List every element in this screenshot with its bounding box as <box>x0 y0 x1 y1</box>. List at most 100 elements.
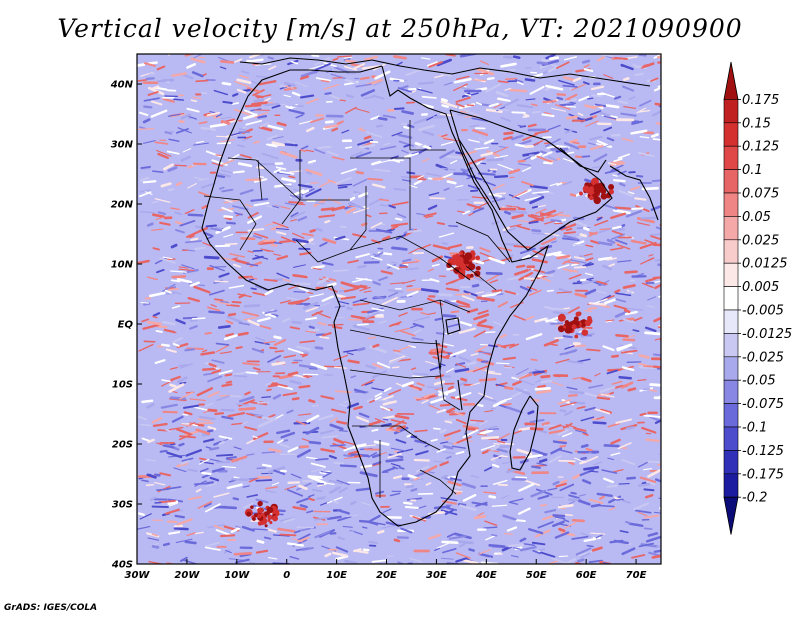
field-streak <box>346 306 353 311</box>
field-streak <box>616 244 631 250</box>
field-streak <box>365 364 377 370</box>
field-streak <box>276 429 291 435</box>
field-streak <box>459 54 478 58</box>
colorbar-bin <box>723 450 739 475</box>
field-streak <box>550 322 564 325</box>
field-streak <box>285 139 296 145</box>
field-streak <box>381 395 394 401</box>
colorbar-label: -0.0125 <box>742 327 792 342</box>
field-streak <box>403 144 411 148</box>
field-streak <box>334 235 346 241</box>
field-streak <box>508 168 521 175</box>
field-streak <box>628 96 636 101</box>
field-streak <box>231 455 248 463</box>
field-streak <box>563 518 570 523</box>
field-streak <box>165 508 181 515</box>
field-streak <box>208 362 217 368</box>
field-streak <box>485 271 503 276</box>
field-streak <box>183 411 193 416</box>
field-streak <box>603 477 615 484</box>
field-streak <box>499 257 513 263</box>
field-streak <box>284 485 297 490</box>
field-streak <box>189 319 198 322</box>
field-streak <box>562 158 574 163</box>
field-streak <box>238 407 256 411</box>
field-streak <box>568 273 582 280</box>
field-streak <box>422 158 430 162</box>
field-streak <box>623 105 637 110</box>
field-streak <box>406 229 422 234</box>
colorbar-bin <box>723 403 739 428</box>
field-streak <box>622 85 635 92</box>
field-streak <box>252 89 265 97</box>
field-streak <box>523 113 530 118</box>
field-streak <box>348 202 364 209</box>
field-streak <box>391 428 401 433</box>
field-streak <box>239 188 254 195</box>
field-streak <box>380 422 392 427</box>
field-streak <box>246 494 258 498</box>
field-streak <box>286 542 305 547</box>
field-streak <box>391 322 400 326</box>
field-streak <box>441 242 448 245</box>
field-streak <box>159 221 171 226</box>
field-streak <box>382 400 397 406</box>
field-streak <box>139 513 152 520</box>
field-streak <box>288 175 296 179</box>
field-streak <box>653 54 661 59</box>
field-streak <box>200 467 209 473</box>
field-streak <box>473 330 486 338</box>
field-streak <box>581 59 591 64</box>
field-streak <box>536 193 544 196</box>
field-streak <box>599 495 605 500</box>
field-streak <box>195 428 211 435</box>
field-streak <box>302 301 319 310</box>
field-streak <box>336 508 350 515</box>
field-streak <box>316 496 325 500</box>
field-streak <box>441 167 457 171</box>
field-streak <box>596 56 605 62</box>
field-streak <box>178 442 185 447</box>
field-streak <box>370 222 383 229</box>
field-streak <box>272 205 280 209</box>
field-streak <box>585 120 599 127</box>
field-streak <box>376 361 391 369</box>
field-streak <box>602 345 615 352</box>
field-streak <box>568 494 580 499</box>
field-streak <box>601 469 618 474</box>
field-streak <box>200 182 216 189</box>
field-streak <box>299 340 316 344</box>
field-streak <box>258 80 277 86</box>
ascent-core <box>471 251 476 257</box>
field-streak <box>335 546 349 553</box>
field-streak <box>455 293 472 296</box>
field-streak <box>204 546 221 551</box>
field-streak <box>621 349 638 354</box>
field-streak <box>616 498 624 501</box>
field-streak <box>584 406 596 412</box>
field-streak <box>433 505 451 510</box>
field-streak <box>372 370 387 379</box>
field-streak <box>196 387 214 397</box>
field-streak <box>638 109 651 113</box>
field-streak <box>189 398 206 402</box>
field-streak <box>225 380 233 384</box>
field-streak <box>500 343 516 348</box>
field-streak <box>272 534 290 537</box>
field-streak <box>572 473 581 480</box>
field-streak <box>456 436 472 444</box>
field-streak <box>223 215 234 219</box>
field-streak <box>171 337 183 344</box>
field-streak <box>273 469 286 476</box>
field-streak <box>508 501 519 505</box>
field-streak <box>186 63 197 69</box>
colorbar-legend: 0.1750.150.1250.10.0750.050.0250.01250.0… <box>723 61 792 535</box>
field-streak <box>251 347 264 354</box>
field-streak <box>178 120 185 123</box>
field-streak <box>267 384 279 388</box>
field-streak <box>456 210 465 214</box>
field-streak <box>205 482 218 488</box>
field-streak <box>159 257 176 264</box>
lat-tick-label: 10S <box>112 380 133 391</box>
field-streak <box>350 375 357 379</box>
